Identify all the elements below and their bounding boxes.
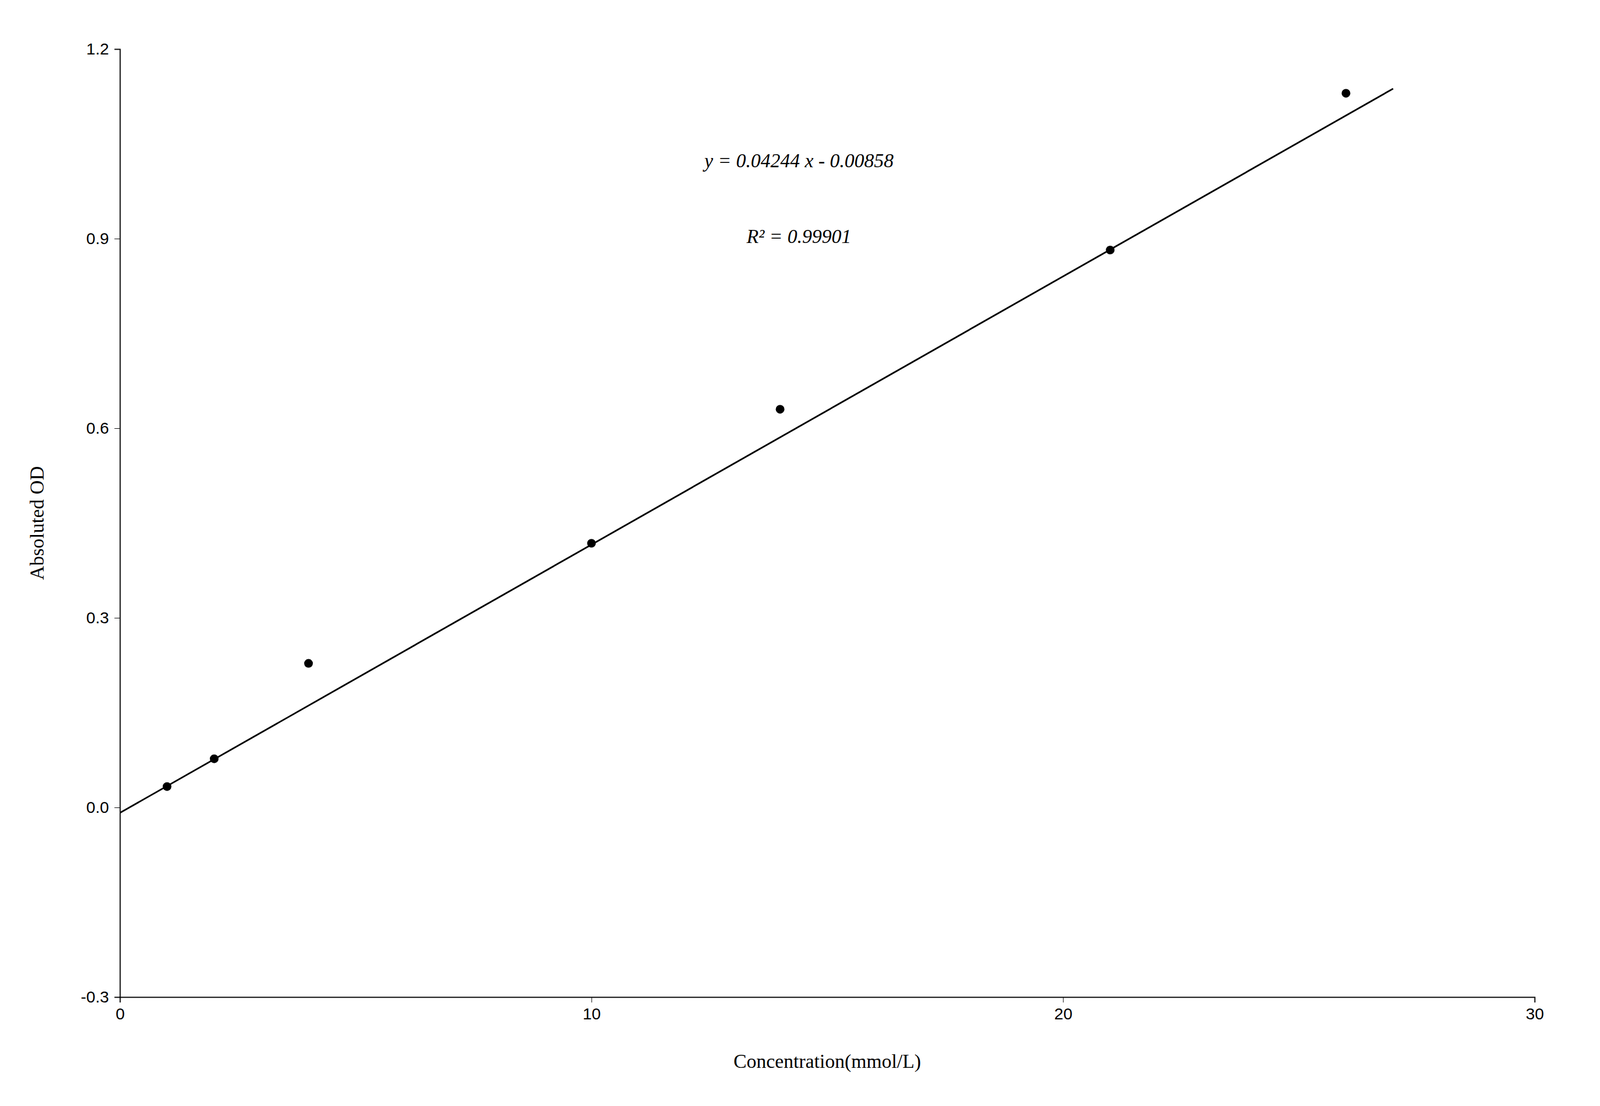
y-axis-tick-mark <box>114 238 120 240</box>
point <box>304 659 313 669</box>
annotation: y = 0.04244 x - 0.00858 <box>702 149 894 172</box>
x-axis-tick-label: 20 <box>1053 1004 1072 1023</box>
x-axis-tick-mark <box>1063 997 1064 1003</box>
y-axis-tick-label: 0.6 <box>86 419 109 438</box>
x-axis: 0 10 20 30 <box>115 997 1544 1023</box>
point <box>1105 245 1115 255</box>
y-axis-tick-mark <box>114 807 120 809</box>
x-axis-tick-label: 30 <box>1525 1004 1544 1023</box>
point <box>775 404 785 414</box>
x-axis-tick: 0 <box>115 997 125 1023</box>
point <box>1341 88 1351 98</box>
y-axis-tick-label: 1.2 <box>86 39 109 58</box>
chart: 0 10 20 30 -0.3 0.0 0.3 0.6 0.9 1.2 y = 0.04244 x … <box>0 0 1600 1106</box>
marks <box>119 88 1393 814</box>
x-axis-title: Concentration(mmol/L) <box>733 1050 921 1073</box>
point <box>209 754 219 764</box>
annotation: R² = 0.99901 <box>746 225 852 248</box>
y-axis-tick-label: -0.3 <box>80 988 109 1006</box>
y-axis-tick-mark <box>114 49 120 50</box>
plot: 0 10 20 30 -0.3 0.0 0.3 0.6 0.9 1.2 y = 0.04244 x … <box>80 39 1544 1023</box>
y-axis-tick-label: 0.3 <box>86 608 109 627</box>
point <box>162 782 172 792</box>
x-axis-tick-mark <box>1534 997 1536 1003</box>
annotations: y = 0.04244 x - 0.00858 R² = 0.99901 <box>702 149 894 248</box>
x-axis-tick: 10 <box>582 997 601 1023</box>
y-axis-tick: 1.2 <box>86 39 120 58</box>
y-axis-tick-mark <box>114 428 120 429</box>
y-axis-tick-label: 0.9 <box>86 229 109 248</box>
y-axis: -0.3 0.0 0.3 0.6 0.9 1.2 <box>80 39 120 1006</box>
y-axis-tick: 0.9 <box>86 229 120 248</box>
point <box>586 538 596 548</box>
y-axis-tick-mark <box>114 997 120 998</box>
y-axis-tick: 0.0 <box>86 798 120 817</box>
x-axis-tick: 20 <box>1053 997 1072 1023</box>
y-axis-tick: 0.3 <box>86 608 120 627</box>
y-axis-tick-mark <box>114 617 120 619</box>
y-axis-tick: -0.3 <box>80 988 120 1006</box>
x-axis-tick-label: 10 <box>582 1004 601 1023</box>
y-axis-line <box>114 49 121 998</box>
y-axis-title: Absoluted OD <box>26 466 48 581</box>
fit-line <box>119 88 1393 814</box>
x-axis-line <box>120 997 1536 1004</box>
x-axis-tick: 30 <box>1525 997 1544 1023</box>
x-axis-tick-mark <box>591 997 592 1003</box>
x-axis-tick-label: 0 <box>115 1004 125 1023</box>
y-axis-tick: 0.6 <box>86 419 120 438</box>
y-axis-tick-label: 0.0 <box>86 798 109 817</box>
